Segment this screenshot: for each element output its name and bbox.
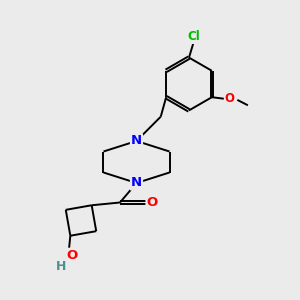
Text: O: O: [146, 196, 158, 209]
Text: H: H: [56, 260, 67, 273]
Text: Cl: Cl: [187, 30, 200, 43]
Text: O: O: [225, 92, 235, 105]
Text: N: N: [131, 134, 142, 148]
Text: O: O: [66, 249, 77, 262]
Text: N: N: [131, 176, 142, 190]
